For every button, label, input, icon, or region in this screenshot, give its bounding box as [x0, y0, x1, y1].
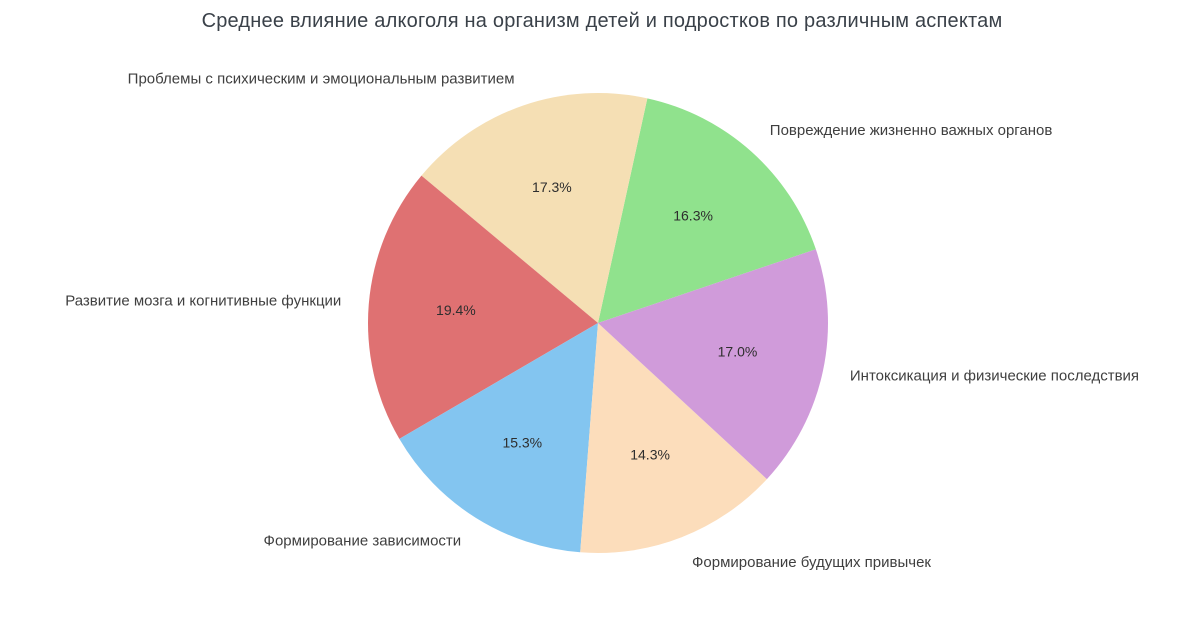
slice-label: Развитие мозга и когнитивные функции: [65, 292, 341, 309]
pie-slice-5: [580, 323, 767, 553]
chart-title: Среднее влияние алкоголя на организм дет…: [201, 10, 1003, 32]
pie-slice-2: [421, 92, 648, 323]
slice-percent-label: 16.3%: [673, 208, 713, 224]
slice-label: Повреждение жизненно важных органов: [770, 122, 1053, 139]
slice-percent-label: 19.4%: [436, 302, 476, 318]
slice-label: Проблемы с психическим и эмоциональным р…: [128, 70, 515, 87]
slice-percent-label: 17.0%: [718, 343, 758, 359]
slice-label: Формирование будущих привычек: [692, 554, 931, 571]
slice-label: Интоксикация и физические последствия: [850, 368, 1139, 385]
slice-label: Формирование зависимости: [264, 532, 462, 549]
pie-slice-1: [598, 98, 816, 323]
pie-slice-4: [399, 323, 598, 553]
pie-slice-6: [598, 249, 829, 480]
slice-percent-label: 15.3%: [502, 435, 542, 451]
slice-percent-label: 14.3%: [630, 447, 670, 463]
slice-percent-label: 17.3%: [532, 179, 572, 195]
pie-slice-3: [368, 175, 598, 439]
